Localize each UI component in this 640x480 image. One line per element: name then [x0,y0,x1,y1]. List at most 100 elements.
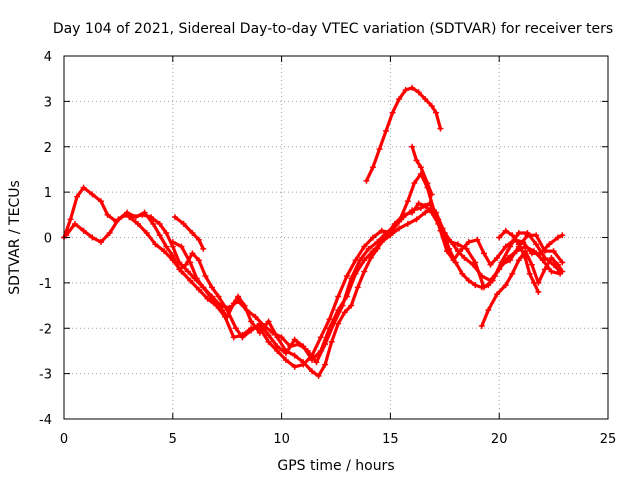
data-point [171,214,178,221]
data-point [541,254,548,261]
data-point [189,250,196,257]
data-point [365,245,372,252]
data-point [226,304,233,311]
data-point [554,234,561,241]
y-tick-label: -4 [39,413,52,428]
chart-title: Day 104 of 2021, Sidereal Day-to-day VTE… [53,21,613,37]
data-point [502,282,509,289]
series-track-9 [409,143,435,198]
data-point [222,313,229,320]
data-point [322,361,329,368]
data-point [208,284,215,291]
data-point [522,254,529,261]
data-point [369,164,376,171]
series-track-6 [363,84,444,184]
data-point [200,245,207,252]
data-point [409,84,416,91]
data-point [178,243,185,250]
data-point [472,282,479,289]
data-point [80,227,87,234]
y-tick-label: -2 [39,322,52,337]
data-point [554,261,561,268]
data-point [515,257,522,264]
y-tick-label: 4 [44,50,52,65]
x-tick-label: 15 [382,432,399,447]
data-point [132,214,139,221]
data-point [304,347,311,354]
data-point [461,254,468,261]
data-point [459,270,466,277]
data-point [180,220,187,227]
data-point [97,239,104,246]
data-point [278,334,285,341]
data-point [335,293,342,300]
data-point [404,198,411,205]
data-point [235,298,242,305]
data-point [411,180,418,187]
series-trace [364,86,443,183]
data-point [463,245,470,252]
data-point [537,250,544,257]
data-point [71,220,78,227]
data-point [67,216,74,223]
data-point [208,293,215,300]
data-point [328,338,335,345]
series-trace [497,229,540,294]
data-point [526,270,533,277]
data-point [287,343,294,350]
series-trace [64,206,562,362]
data-point [559,232,566,239]
data-point [515,229,522,236]
data-point [156,232,163,239]
data-point [378,227,385,234]
data-point [187,277,194,284]
data-series [61,84,566,379]
data-point [89,191,96,198]
data-point [548,254,555,261]
data-point [215,293,222,300]
data-point [389,109,396,116]
data-point [374,239,381,246]
data-point [343,273,350,280]
data-point [152,241,159,248]
data-point [448,239,455,246]
data-point [533,241,540,248]
data-point [383,127,390,134]
data-point [326,316,333,323]
data-point [296,341,303,348]
data-point [200,284,207,291]
data-point [550,248,557,255]
data-point [252,313,259,320]
series-trace [410,145,434,196]
data-point [265,338,272,345]
axis-ticks: 0 5 10 15 20 25 -4 -3 -2 -1 0 1 2 3 4 [39,50,616,447]
data-point [494,254,501,261]
data-point [97,198,104,205]
data-point [339,302,346,309]
data-point [134,220,141,227]
y-tick-label: 2 [44,141,52,156]
data-point [546,241,553,248]
data-point [193,275,200,282]
data-point [417,205,424,212]
data-point [507,257,514,264]
data-point [330,320,337,327]
data-point [437,125,444,132]
data-point [472,259,479,266]
data-point [348,275,355,282]
series-trace [171,201,564,364]
data-point [439,225,446,232]
data-point [106,229,113,236]
series-track-5 [171,214,207,252]
data-point [356,257,363,264]
data-point [248,318,255,325]
data-point [291,352,298,359]
data-point [428,102,435,109]
data-point [161,248,168,255]
data-point [80,184,87,191]
data-point [428,191,435,198]
data-point [265,332,272,339]
data-point [322,341,329,348]
data-point [89,234,96,241]
data-point [424,180,431,187]
